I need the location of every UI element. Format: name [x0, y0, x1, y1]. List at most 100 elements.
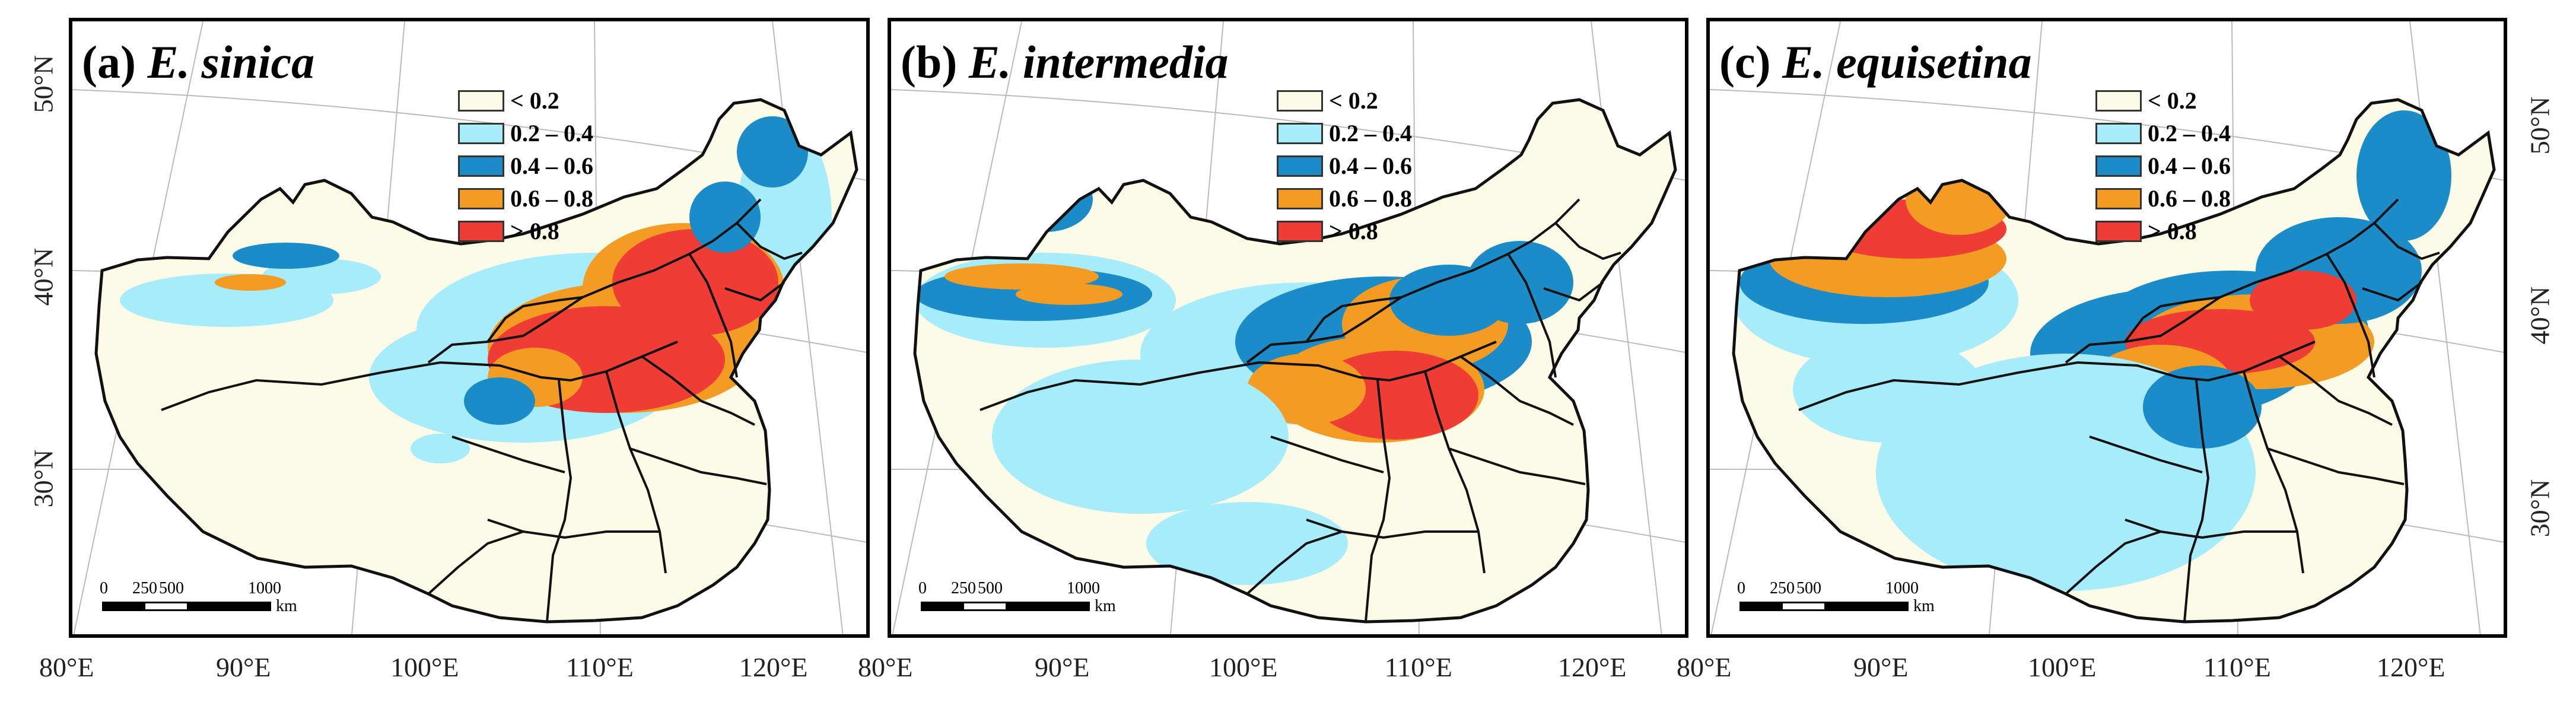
- longitude-label: 110°E: [2203, 652, 2271, 682]
- province-border: [451, 435, 565, 473]
- scale-tick-label: 0: [100, 579, 108, 597]
- legend-item: > 0.8: [1277, 215, 1412, 247]
- suitability-map: [72, 21, 866, 634]
- species-name: E. sinica: [147, 36, 315, 88]
- province-border: [1798, 341, 2316, 411]
- province-border: [161, 341, 678, 411]
- longitude-label: 80°E: [1677, 652, 1732, 682]
- legend-label: 0.6 – 0.8: [1329, 185, 1412, 212]
- latitude-label: 30°N: [28, 449, 59, 508]
- province-border: [979, 341, 1497, 411]
- suitability-zone: [737, 116, 808, 187]
- scale-tick-label: 250: [1770, 579, 1795, 597]
- legend-swatch: [1277, 122, 1323, 144]
- suitability-zone: [1146, 502, 1348, 585]
- scale-tick-label: 1000: [248, 579, 281, 597]
- province-border: [1270, 435, 1384, 473]
- province-border: [1543, 281, 1604, 302]
- scale-bar-segment: [228, 603, 269, 609]
- panel-title: (b) E. intermedia: [901, 36, 1229, 89]
- panel-letter: (a): [82, 36, 136, 88]
- legend-label: 0.4 – 0.6: [510, 152, 593, 179]
- province-border: [2278, 355, 2393, 426]
- suitability-zone: [689, 182, 761, 253]
- legend-swatch: [458, 220, 504, 242]
- legend: < 0.2 0.2 – 0.4 0.4 – 0.6 0.6 – 0.8 > 0.8: [2095, 84, 2231, 247]
- legend-item: 0.6 – 0.8: [1277, 182, 1412, 215]
- suitability-zone: [233, 243, 339, 269]
- scale-bar-segment: [186, 603, 228, 609]
- longitude-label: 120°E: [2377, 652, 2445, 682]
- longitude-label: 100°E: [390, 652, 459, 682]
- suitability-zone: [464, 377, 535, 425]
- province-border: [605, 371, 667, 574]
- province-border: [641, 355, 755, 426]
- scale-tick-label: 1000: [1885, 579, 1919, 597]
- province-border: [2243, 371, 2304, 574]
- legend-item: > 0.8: [458, 215, 593, 247]
- legend-label: > 0.8: [510, 218, 559, 244]
- legend-item: 0.2 – 0.4: [1277, 117, 1412, 150]
- legend-label: 0.6 – 0.8: [2148, 185, 2231, 212]
- legend-swatch: [2095, 155, 2142, 177]
- suitability-zone: [2356, 110, 2451, 241]
- longitude-label: 90°E: [1035, 652, 1090, 682]
- legend-label: 0.4 – 0.6: [2148, 152, 2231, 179]
- province-border: [427, 530, 524, 595]
- scale-bar-segment: [1782, 603, 1824, 609]
- province-border: [1365, 380, 1391, 622]
- legend-swatch: [2095, 122, 2142, 144]
- scale-bar: 0 250 500 1000 km: [914, 579, 1116, 615]
- legend-swatch: [1277, 90, 1323, 112]
- scale-unit: km: [1913, 597, 1935, 615]
- province-border: [1507, 253, 1557, 378]
- legend-swatch: [458, 90, 504, 112]
- scale-bar-segment: [1005, 603, 1047, 609]
- province-border: [2183, 380, 2210, 622]
- longitude-label: 100°E: [1209, 652, 1278, 682]
- legend-label: 0.6 – 0.8: [510, 185, 593, 212]
- scale-bar-segment: [923, 603, 964, 609]
- scale-bar-segment: [104, 603, 145, 609]
- legend-item: 0.2 – 0.4: [2095, 117, 2231, 150]
- suitability-map: [891, 21, 1685, 634]
- suitability-zone: [992, 360, 1289, 514]
- province-border: [2124, 296, 2221, 343]
- longitude-label: 110°E: [566, 652, 634, 682]
- legend-swatch: [458, 122, 504, 144]
- legend-label: > 0.8: [2148, 218, 2197, 244]
- legend-item: 0.4 – 0.6: [458, 150, 593, 182]
- legend-label: < 0.2: [2148, 87, 2197, 114]
- legend-swatch: [2095, 220, 2142, 242]
- scale-bar-graphic: [1739, 602, 1909, 611]
- longitude-label: 90°E: [216, 652, 271, 682]
- scale-unit: km: [1095, 597, 1116, 615]
- suitability-zone: [411, 434, 470, 463]
- longitude-label: 110°E: [1385, 652, 1452, 682]
- scale-bar-graphic: [921, 602, 1090, 611]
- province-border: [2065, 530, 2161, 595]
- legend-item: 0.4 – 0.6: [2095, 150, 2231, 182]
- legend: < 0.2 0.2 – 0.4 0.4 – 0.6 0.6 – 0.8 > 0.8: [1277, 84, 1412, 247]
- province-border: [724, 281, 785, 302]
- scale-tick-label: 250: [132, 579, 157, 597]
- latitude-label: 40°N: [28, 247, 59, 306]
- panel-title: (a) E. sinica: [82, 36, 314, 89]
- scale-tick-label: 500: [1796, 579, 1821, 597]
- province-border: [1305, 296, 1402, 343]
- longitude-label: 120°E: [739, 652, 808, 682]
- legend-item: 0.2 – 0.4: [458, 117, 593, 150]
- map-panel-c: (c) E. equisetina < 0.2 0.2 – 0.4 0.4 – 0.6…: [1706, 18, 2507, 638]
- scale-bar-segment: [1824, 603, 1866, 609]
- scale-bar-segment: [1865, 603, 1907, 609]
- province-border: [487, 519, 660, 539]
- scale-bar: 0 250 500 1000 km: [1732, 579, 1935, 615]
- longitude-label: 80°E: [858, 652, 913, 682]
- country-border: [1732, 98, 2496, 624]
- province-border: [2125, 519, 2297, 539]
- longitude-label: 80°E: [39, 652, 94, 682]
- scale-bar-segment: [963, 603, 1006, 609]
- province-border: [1459, 355, 1574, 426]
- country-border: [94, 98, 858, 624]
- legend-item: < 0.2: [1277, 84, 1412, 117]
